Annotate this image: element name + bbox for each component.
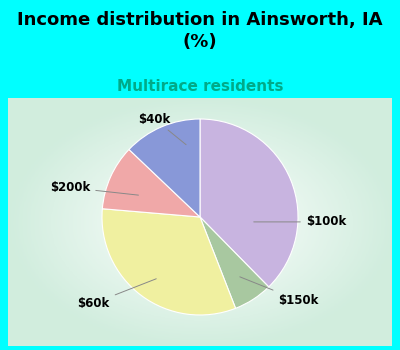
Wedge shape [102,149,200,217]
Text: $200k: $200k [50,181,138,195]
Wedge shape [102,209,236,315]
Text: Income distribution in Ainsworth, IA
(%): Income distribution in Ainsworth, IA (%) [17,10,383,51]
Text: $100k: $100k [254,215,346,229]
Wedge shape [200,217,269,308]
Text: Multirace residents: Multirace residents [117,79,283,94]
Text: Ⓜ City-Data.com: Ⓜ City-Data.com [230,135,314,145]
Text: $40k: $40k [138,112,186,145]
Text: $150k: $150k [240,277,319,307]
Wedge shape [200,119,298,287]
Text: $60k: $60k [78,279,156,310]
Wedge shape [129,119,200,217]
